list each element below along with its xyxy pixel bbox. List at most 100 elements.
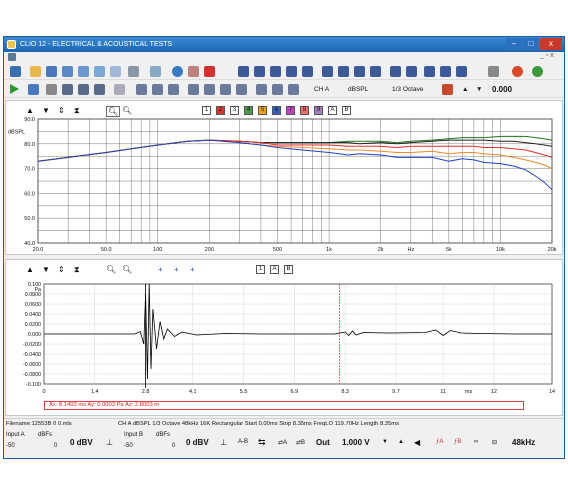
- phase-icon[interactable]: [188, 84, 199, 95]
- app-menu-icon[interactable]: [8, 53, 16, 61]
- highpass-icon[interactable]: [168, 84, 179, 95]
- maximize-button[interactable]: □: [523, 38, 539, 50]
- compress-icon[interactable]: ⧗: [74, 106, 80, 115]
- memory-button-1[interactable]: 1: [256, 265, 265, 274]
- wave-icon[interactable]: [338, 66, 349, 77]
- memory-button-5[interactable]: 5: [258, 106, 267, 115]
- memory-button-1[interactable]: 1: [202, 106, 211, 115]
- memory-button-6[interactable]: 6: [272, 106, 281, 115]
- input-a-level[interactable]: 0 dBV: [70, 438, 93, 447]
- download-icon[interactable]: [370, 66, 381, 77]
- sinusoidal-icon[interactable]: [286, 66, 297, 77]
- delete-icon[interactable]: [204, 66, 215, 77]
- channel-select[interactable]: CH A: [314, 86, 330, 93]
- scale-down-icon[interactable]: ▼: [42, 106, 50, 115]
- memory-button-4[interactable]: 4: [244, 106, 253, 115]
- sample-rate[interactable]: 48kHz: [512, 438, 536, 447]
- scale-down-icon[interactable]: ▼: [42, 265, 50, 274]
- grid-icon[interactable]: [46, 84, 57, 95]
- polar-icon[interactable]: [354, 66, 365, 77]
- analyzer-icon[interactable]: [238, 66, 249, 77]
- refresh-icon[interactable]: [172, 66, 183, 77]
- memory-button-3[interactable]: 3: [230, 106, 239, 115]
- open-folder-icon[interactable]: [30, 66, 41, 77]
- gen-b-icon[interactable]: ƒB: [454, 439, 462, 445]
- scale-up-icon[interactable]: ▲: [26, 106, 34, 115]
- leq-icon[interactable]: [406, 66, 417, 77]
- settings-icon[interactable]: [512, 66, 523, 77]
- lr-icon[interactable]: [440, 66, 451, 77]
- zoom-in-icon[interactable]: 🔍︎: [106, 265, 117, 274]
- memory-button-2[interactable]: 2: [216, 106, 225, 115]
- zoom-out-icon[interactable]: 🔍︎: [122, 265, 133, 274]
- bandpass-icon[interactable]: [152, 84, 163, 95]
- memory-button-9[interactable]: 9: [314, 106, 323, 115]
- expand-icon[interactable]: ⇕: [58, 265, 65, 274]
- unit-select[interactable]: dBSPL: [348, 86, 369, 93]
- output-level[interactable]: 1.000 V: [342, 438, 370, 447]
- zoom-in-icon[interactable]: 🔍︎: [106, 106, 121, 117]
- memory-button-8[interactable]: 8: [300, 106, 309, 115]
- loop-icon[interactable]: ∞: [474, 439, 479, 445]
- zoom-out-icon[interactable]: 🔍︎: [122, 106, 133, 115]
- target-icon[interactable]: [114, 84, 125, 95]
- hourglass-icon[interactable]: [94, 84, 105, 95]
- marker-start-icon[interactable]: +: [158, 265, 163, 274]
- autoscale-icon[interactable]: [28, 84, 39, 95]
- sweep-icon[interactable]: [302, 66, 313, 77]
- memory-button-7[interactable]: 7: [286, 106, 295, 115]
- export-icon[interactable]: [78, 66, 89, 77]
- decay-icon[interactable]: [288, 84, 299, 95]
- minphase-icon[interactable]: [220, 84, 231, 95]
- filter-icon[interactable]: [442, 84, 453, 95]
- waterfall-icon[interactable]: [322, 66, 333, 77]
- marker-icon[interactable]: [236, 84, 247, 95]
- minimize-button[interactable]: –: [506, 38, 522, 50]
- scale-up-icon[interactable]: ▲: [26, 265, 34, 274]
- step-icon[interactable]: [256, 84, 267, 95]
- save-as-icon[interactable]: [62, 66, 73, 77]
- phantom-icon[interactable]: ⊥: [220, 438, 227, 447]
- mic-icon[interactable]: [78, 84, 89, 95]
- marker-stop-icon[interactable]: +: [174, 265, 179, 274]
- compress-icon[interactable]: ⧗: [74, 265, 80, 274]
- smoothing-select[interactable]: 1/3 Octave: [392, 86, 424, 93]
- memory-button-A[interactable]: A: [270, 265, 279, 274]
- save-icon[interactable]: [46, 66, 57, 77]
- speaker-icon[interactable]: ◀: [414, 438, 421, 447]
- close-button[interactable]: x: [540, 38, 562, 50]
- mls-icon[interactable]: [270, 66, 281, 77]
- marker-lo-icon[interactable]: +: [190, 265, 195, 274]
- swap-b-icon[interactable]: ⇄B: [296, 440, 306, 446]
- offset-value[interactable]: 0.000: [492, 85, 513, 94]
- infinity-icon[interactable]: [62, 84, 73, 95]
- slope-icon[interactable]: [272, 84, 283, 95]
- wp-icon[interactable]: [390, 66, 401, 77]
- notes-icon[interactable]: [110, 66, 121, 77]
- input-b-level[interactable]: 0 dBV: [186, 438, 209, 447]
- a-minus-b-button[interactable]: A-B: [238, 439, 249, 445]
- link-icon[interactable]: [532, 66, 543, 77]
- up-arrow-icon[interactable]: ▲: [398, 439, 404, 445]
- down-arrow-icon[interactable]: ▼: [382, 439, 388, 445]
- expand-icon[interactable]: ⇕: [58, 106, 65, 115]
- gen-a-icon[interactable]: ƒA: [436, 439, 444, 445]
- pen-icon[interactable]: [488, 66, 499, 77]
- down-arrow-icon[interactable]: ▼: [476, 86, 483, 93]
- clipboard-icon[interactable]: [94, 66, 105, 77]
- play-icon[interactable]: [10, 84, 19, 94]
- qc-icon[interactable]: [456, 66, 467, 77]
- mono-icon[interactable]: ⇆: [258, 437, 266, 447]
- print-icon[interactable]: [128, 66, 139, 77]
- phantom-icon[interactable]: ⊥: [106, 438, 113, 447]
- ruler-icon[interactable]: [424, 66, 435, 77]
- memory-button-A[interactable]: A: [328, 106, 337, 115]
- memory-button-B[interactable]: B: [342, 106, 351, 115]
- check-icon[interactable]: [150, 66, 161, 77]
- swap-a-icon[interactable]: ⇄A: [278, 440, 288, 446]
- scope-icon[interactable]: [254, 66, 265, 77]
- restore-icon[interactable]: _ ▫ x: [540, 52, 554, 59]
- eraser-icon[interactable]: [188, 66, 199, 77]
- up-arrow-icon[interactable]: ▲: [462, 86, 469, 93]
- menu-icon[interactable]: [10, 66, 21, 77]
